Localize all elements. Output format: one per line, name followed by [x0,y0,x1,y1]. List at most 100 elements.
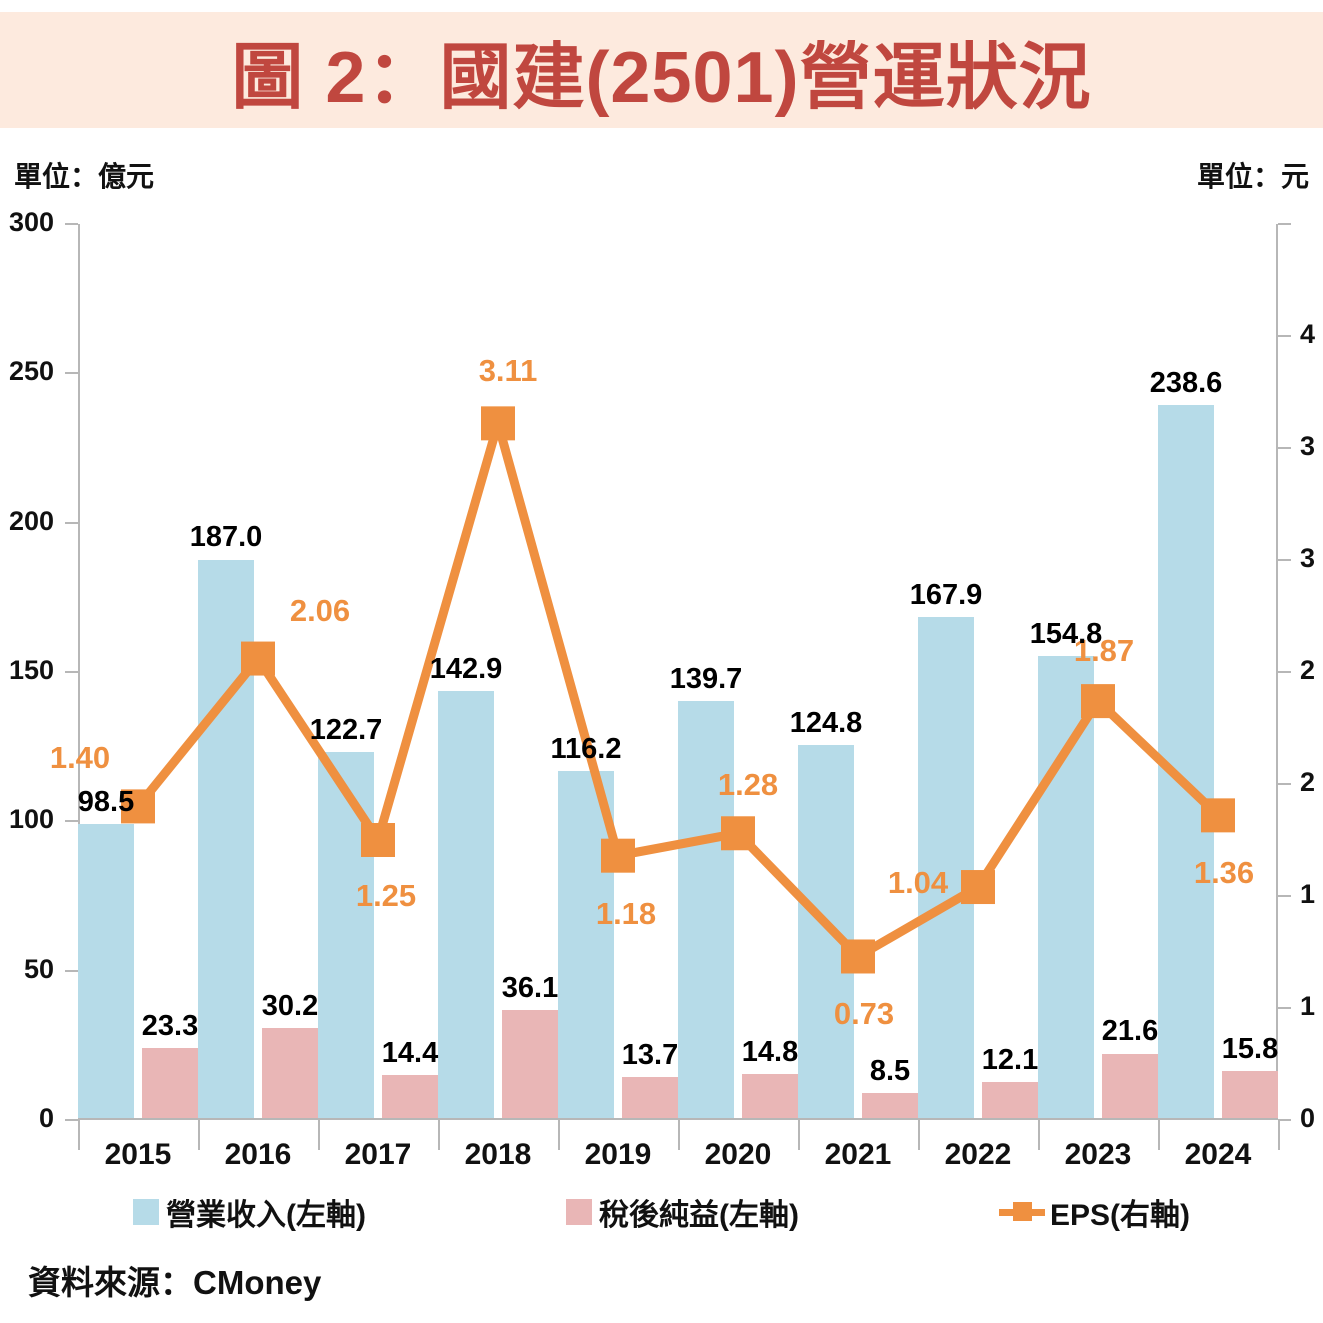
right-axis-tick-label: 1 [1300,879,1316,909]
x-axis-tick [918,1120,920,1150]
eps-marker[interactable] [961,870,995,905]
revenue-bar[interactable] [678,700,734,1118]
net-income-value-label: 15.8 [1221,1032,1279,1065]
right-axis-tick-label: 2 [1300,767,1316,797]
left-axis-tick-label: 250 [8,356,54,387]
right-axis-tick [1278,559,1291,561]
x-axis-tick [78,1120,80,1150]
eps-marker[interactable] [121,789,155,824]
left-axis-unit-label: 單位：億元 [14,161,155,192]
left-axis-tick-label: 150 [8,655,54,685]
right-axis-tick [1278,223,1291,225]
x-axis-tick [678,1120,680,1150]
eps-marker[interactable] [241,641,275,676]
eps-value-label: 3.11 [478,353,538,389]
right-axis-unit-label: 單位：元 [1196,161,1309,192]
right-axis-tick [1278,671,1291,673]
left-axis-tick [65,671,78,673]
eps-value-label: 0.73 [833,996,895,1032]
eps-marker[interactable] [841,939,875,974]
revenue-value-label: 122.7 [309,713,383,746]
legend-item[interactable]: 稅後純益(左軸) [565,1190,799,1234]
eps-value-label: 1.18 [595,895,657,931]
left-axis-tick-label: 300 [8,207,54,237]
eps-value-label: 1.36 [1193,855,1255,891]
legend-item[interactable]: 營業收入(左軸) [133,1190,366,1234]
revenue-value-label: 139.7 [669,662,743,695]
net-income-bar[interactable] [502,1010,558,1118]
eps-marker[interactable] [1081,684,1115,719]
legend-item[interactable]: EPS(右軸) [998,1190,1190,1234]
net-income-value-label: 13.7 [621,1039,679,1072]
x-axis-label: 2017 [344,1138,412,1171]
net-income-bar[interactable] [382,1075,438,1118]
net-income-value-label: 14.4 [381,1036,439,1069]
eps-marker[interactable] [721,816,755,851]
x-axis-label: 2024 [1184,1138,1252,1171]
right-axis-tick [1278,783,1291,785]
left-axis-tick-label: 50 [23,953,54,984]
x-axis-line [78,1118,1278,1120]
eps-marker[interactable] [361,823,395,857]
chart-legend: 營業收入(左軸) 稅後純益(左軸) EPS(右軸) [0,1188,1323,1236]
page-title: 圖 2：國建(2501)營運狀況 [231,37,1092,118]
x-axis-label: 2021 [824,1138,892,1171]
net-income-bar[interactable] [862,1092,918,1118]
revenue-value-label: 116.2 [550,732,622,765]
x-axis-tick [1158,1120,1160,1150]
left-axis-tick-label: 100 [8,804,54,835]
net-income-value-label: 8.5 [869,1054,911,1087]
left-axis-tick [65,820,78,823]
revenue-bar[interactable] [78,823,134,1118]
revenue-value-label: 124.8 [789,707,863,740]
revenue-bar[interactable] [558,770,614,1118]
eps-polyline [134,406,1222,963]
x-axis-tick [318,1120,320,1150]
revenue-bar[interactable] [918,616,974,1118]
eps-value-label: 1.28 [717,767,779,803]
net-income-value-label: 14.8 [741,1035,799,1068]
x-axis-tick [558,1120,560,1150]
eps-marker[interactable] [481,406,515,441]
right-axis-tick-label: 1 [1300,991,1316,1021]
eps-line-series [121,406,1235,974]
net-income-bar[interactable] [982,1081,1038,1118]
eps-marker[interactable] [1201,798,1235,833]
revenue-bar[interactable] [1038,655,1094,1118]
revenue-bar[interactable] [438,691,494,1118]
eps-marker[interactable] [601,838,635,873]
x-axis-label: 2019 [584,1138,652,1171]
x-axis-label: 2020 [704,1138,772,1171]
net-income-bar[interactable] [622,1077,678,1118]
net-income-value-label: 21.6 [1101,1015,1159,1048]
revenue-value-label: 154.8 [1029,617,1103,650]
right-axis-tick [1278,335,1291,337]
net-income-bar[interactable] [142,1048,198,1118]
net-income-value-label: 30.2 [261,989,319,1022]
right-axis-tick [1278,1119,1291,1121]
eps-value-label: 1.40 [49,740,111,776]
x-axis-tick [1278,1120,1280,1150]
eps-value-label: 1.25 [355,878,417,913]
right-axis-tick-label: 4 [1300,319,1316,349]
legend-swatch-icon [133,1199,159,1225]
revenue-bar[interactable] [798,745,854,1118]
net-income-bar[interactable] [1102,1053,1158,1118]
net-income-value-label: 23.3 [141,1010,199,1043]
net-income-bar[interactable] [1222,1070,1278,1118]
revenue-value-label: 98.5 [77,785,135,818]
left-axis-tick [65,521,78,524]
left-axis-line [78,224,80,1120]
net-income-bar[interactable] [262,1027,318,1118]
eps-value-label: 1.04 [887,865,949,901]
revenue-value-label: 142.9 [429,653,503,686]
x-axis-tick [798,1120,800,1150]
net-income-value-label: 36.1 [501,972,559,1005]
right-axis-tick-label: 0 [1300,1103,1316,1133]
x-axis-label: 2018 [464,1138,532,1171]
left-axis-tick [65,223,78,225]
legend-label: 營業收入(左軸) [166,1199,366,1232]
source-note: 資料來源：CMoney [28,1264,322,1301]
net-income-bar[interactable] [742,1073,798,1118]
right-axis-tick-label: 3 [1300,543,1316,573]
